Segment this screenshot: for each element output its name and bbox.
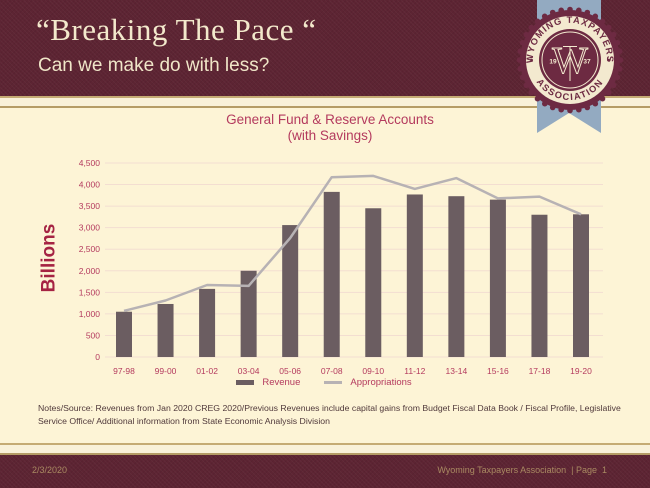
x-tick-label: 11-12 bbox=[404, 366, 425, 376]
header-divider bbox=[0, 96, 650, 108]
wyoming-taxpayers-association-seal-icon: WYOMING TAXPAYERS ASSOCIATION W 19 37 bbox=[516, 6, 624, 114]
appropriations-line bbox=[123, 174, 582, 313]
x-tick-label: 13-14 bbox=[445, 366, 467, 376]
revenue-bar bbox=[240, 270, 257, 357]
revenue-bar bbox=[282, 225, 299, 357]
y-tick-label: 0 bbox=[95, 352, 100, 362]
x-tick-label: 15-16 bbox=[487, 366, 509, 376]
revenue-legend-swatch bbox=[236, 380, 255, 385]
y-tick-label: 2,500 bbox=[79, 244, 101, 254]
svg-text:19: 19 bbox=[549, 59, 557, 66]
chart-title-line2: (with Savings) bbox=[287, 128, 373, 143]
revenue-bar bbox=[531, 214, 548, 357]
y-tick-label: 4,500 bbox=[79, 158, 101, 168]
appropriations-legend-label: Appropriations bbox=[350, 377, 412, 388]
svg-text:37: 37 bbox=[583, 59, 591, 66]
revenue-bar bbox=[323, 191, 340, 357]
x-tick-label: 97-98 bbox=[113, 366, 135, 376]
y-tick-label: 3,500 bbox=[79, 201, 101, 211]
x-tick-label: 01-02 bbox=[196, 366, 218, 376]
y-tick-label: 2,000 bbox=[79, 266, 101, 276]
x-tick-label: 05-06 bbox=[279, 366, 301, 376]
x-tick-label: 17-18 bbox=[529, 366, 551, 376]
revenue-bar bbox=[157, 303, 174, 357]
notes-source-text: Notes/Source: Revenues from Jan 2020 CRE… bbox=[38, 403, 621, 427]
footer-date: 2/3/2020 bbox=[32, 465, 68, 475]
x-tick-label: 07-08 bbox=[321, 366, 343, 376]
footer-divider bbox=[0, 443, 650, 455]
revenue-bar bbox=[489, 199, 506, 357]
x-tick-label: 03-04 bbox=[238, 366, 260, 376]
x-tick-label: 19-20 bbox=[570, 366, 592, 376]
revenue-bar bbox=[406, 194, 423, 357]
bar-line-chart: 0 500 1,000 1,500 2,000 2,500 3,000 3,500 4,000 4… bbox=[79, 158, 603, 376]
wta-monogram-icon: W 19 37 bbox=[549, 40, 591, 83]
y-tick-label: 1,500 bbox=[79, 287, 101, 297]
y-tick-label: 1,000 bbox=[79, 309, 101, 319]
revenue-bar bbox=[573, 214, 589, 357]
revenue-bar bbox=[448, 196, 465, 357]
footer-band: 2/3/2020 Wyoming Taxpayers Association |… bbox=[0, 455, 650, 488]
slide-subtitle: Can we make do with less? bbox=[38, 55, 270, 76]
footer-page-info: Wyoming Taxpayers Association | Page 1 bbox=[437, 465, 607, 475]
appropriations-legend-swatch bbox=[324, 381, 343, 384]
y-tick-label: 500 bbox=[86, 330, 100, 340]
x-tick-label: 09-10 bbox=[362, 366, 384, 376]
chart-legend: Revenue Appropriations bbox=[0, 377, 650, 388]
y-tick-label: 4,000 bbox=[79, 180, 101, 190]
slide-title: “Breaking The Pace “ bbox=[36, 12, 317, 47]
x-tick-label: 99-00 bbox=[155, 366, 177, 376]
revenue-bar bbox=[116, 311, 132, 357]
revenue-bar bbox=[365, 208, 382, 357]
chart-title: General Fund & Reserve Accounts (with Sa… bbox=[0, 112, 650, 144]
revenue-legend-label: Revenue bbox=[262, 377, 301, 388]
revenue-bar bbox=[199, 288, 216, 357]
chart-title-line1: General Fund & Reserve Accounts bbox=[226, 112, 434, 127]
y-tick-label: 3,000 bbox=[79, 223, 101, 233]
